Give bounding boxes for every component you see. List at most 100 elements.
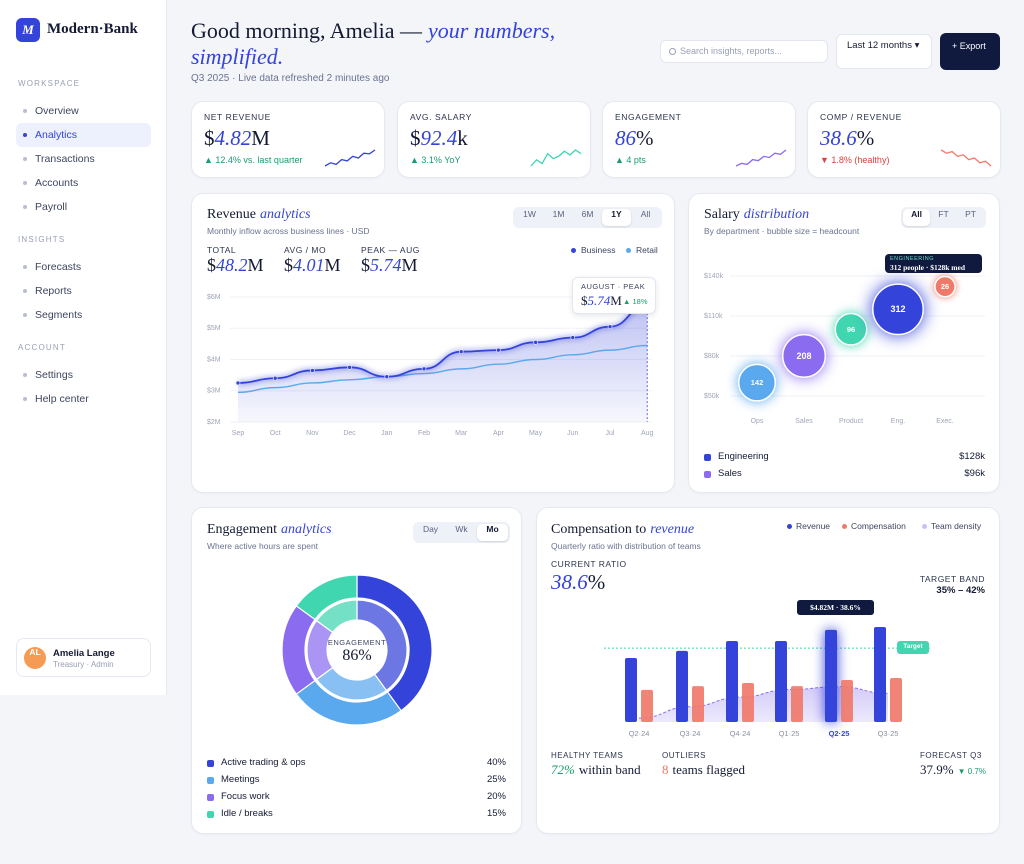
nav-dot [23, 181, 27, 185]
legend-swatch [207, 777, 214, 784]
number-part: 38.6 [820, 126, 857, 150]
nav-item[interactable]: Segments [35, 309, 83, 321]
title-text: Salary [704, 207, 740, 222]
number-part: M [610, 293, 622, 308]
nav-item[interactable]: Analytics [35, 129, 78, 141]
nav-dot [23, 133, 27, 137]
legend-label: Compensation [851, 521, 906, 531]
nav-active-bg [16, 123, 151, 147]
nav-item[interactable]: Accounts [35, 177, 79, 189]
tooltip [885, 254, 982, 273]
nav-section-label: ACCOUNT [18, 343, 66, 352]
greeting-emphasis: your numbers, simplified. [191, 18, 556, 69]
nav-dot [23, 373, 27, 377]
segment-button[interactable]: 6M [581, 209, 594, 219]
greeting: Good morning, Amelia — your numbers, simp… [191, 18, 581, 70]
user-avatar: AL [24, 647, 46, 669]
number-part: $ [581, 293, 588, 308]
period-select[interactable] [836, 34, 932, 69]
segment-button[interactable]: FT [938, 209, 949, 219]
title-text: Engagement [207, 522, 277, 537]
number-part: % [636, 126, 654, 150]
nav-item[interactable]: Settings [35, 369, 73, 381]
kpi-value: $92.4k [410, 126, 468, 151]
legend-swatch [207, 760, 214, 767]
number-part: $ [410, 126, 421, 150]
legend-dot [571, 248, 576, 253]
number-part: M [324, 255, 341, 275]
donut-center-value: 86% [342, 647, 372, 664]
nav-item[interactable]: Reports [35, 285, 72, 297]
title-emphasis: revenue [650, 522, 695, 537]
stat-value: $48.2M [207, 255, 264, 276]
legend-swatch [704, 471, 711, 478]
number-part: % [587, 570, 606, 594]
title-emphasis: distribution [743, 207, 810, 222]
segment-button[interactable]: 1Y [602, 209, 631, 226]
number-part: 4.82 [214, 126, 252, 150]
legend-label: Team density [931, 521, 982, 531]
footer-number: 37.9% [920, 762, 954, 777]
number-part: $ [361, 255, 370, 275]
kpi-value: 38.6% [820, 126, 874, 151]
card-subtitle: By department · bubble size = headcount [704, 226, 860, 236]
segment-button[interactable]: 1M [552, 209, 565, 219]
footer-label: HEALTHY TEAMS [551, 751, 624, 760]
stat-label: TARGET BAND [919, 574, 985, 584]
segment-button[interactable]: 1W [523, 209, 536, 219]
nav-dot [23, 289, 27, 293]
footer-value: 72% within band [551, 762, 641, 778]
nav-dot [23, 397, 27, 401]
donut-center-label: ENGAGEMENT [327, 638, 387, 647]
tooltip-title: ENGINEERING [890, 256, 935, 262]
segment-button[interactable]: Mo [477, 524, 508, 541]
number-part: 92.4 [420, 126, 458, 150]
nav-dot [23, 205, 27, 209]
title-text: Revenue [207, 207, 256, 222]
segment-button[interactable]: All [903, 209, 930, 226]
footer-change: ▼ 0.7% [957, 767, 986, 776]
period-text: Last 12 months ▾ [847, 40, 920, 51]
tooltip [797, 600, 874, 615]
nav-dot [23, 313, 27, 317]
segment-button[interactable]: Wk [455, 524, 468, 534]
legend-swatch [704, 454, 711, 461]
nav-dot [23, 265, 27, 269]
stat-value: $5.74M [361, 255, 418, 276]
number-part: M [247, 255, 264, 275]
logo-icon: M [16, 18, 40, 42]
number-part: M [401, 255, 418, 275]
nav-section-label: INSIGHTS [18, 235, 66, 244]
title-emphasis: analytics [259, 207, 311, 222]
nav-item[interactable]: Payroll [35, 201, 68, 213]
stat-value: 35% – 42% [936, 585, 985, 596]
nav-item[interactable]: Forecasts [35, 261, 82, 273]
nav-item[interactable]: Overview [35, 105, 79, 117]
title-emphasis: analytics [280, 522, 332, 537]
segment-button[interactable]: Day [422, 524, 439, 534]
user-role: Treasury · Admin [53, 660, 114, 669]
footer-label: FORECAST Q3 [920, 751, 982, 760]
tooltip-title: AUGUST · PEAK [581, 282, 646, 291]
kpi-label: NET REVENUE [204, 112, 271, 122]
legend-label: Meetings [221, 774, 260, 785]
number-part: 86 [615, 126, 636, 150]
segment-button[interactable]: All [640, 209, 651, 219]
kpi-card [807, 101, 1001, 178]
stat-label: AVG / MO [284, 245, 327, 255]
stat-label: TOTAL [207, 245, 237, 255]
sidebar [0, 0, 167, 695]
legend-value: 15% [486, 808, 506, 819]
kpi-label: ENGAGEMENT [615, 112, 682, 122]
export-button[interactable] [940, 33, 1000, 70]
nav-item[interactable]: Transactions [35, 153, 95, 165]
search-box[interactable] [660, 40, 828, 63]
nav-item[interactable]: Help center [35, 393, 89, 405]
stat-label: CURRENT RATIO [551, 559, 627, 569]
legend-value: 40% [486, 757, 506, 768]
kpi-label: AVG. SALARY [410, 112, 473, 122]
segment-button[interactable]: PT [965, 209, 976, 219]
legend-label: Engineering [718, 451, 769, 462]
legend-value: 25% [486, 774, 506, 785]
